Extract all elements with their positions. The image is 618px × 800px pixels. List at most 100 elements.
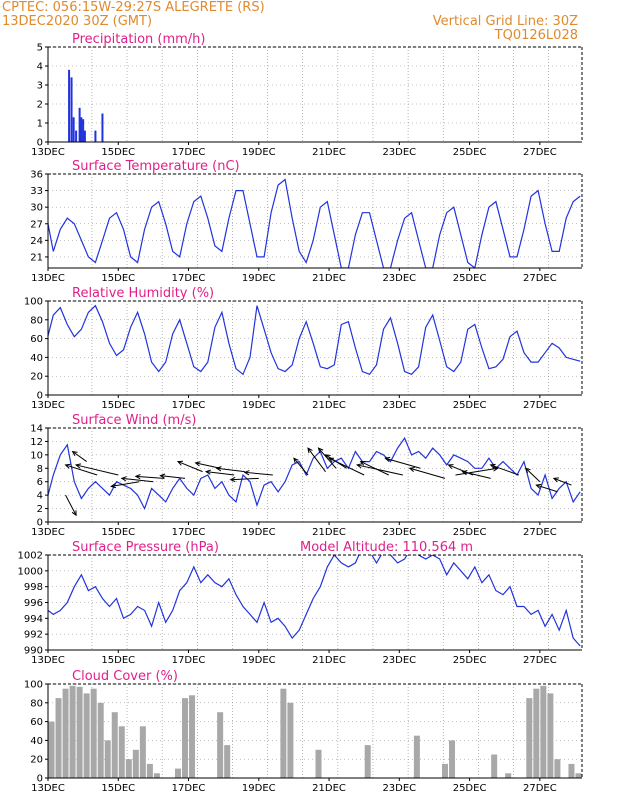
panel-title: Precipitation (mm/h): [72, 32, 205, 47]
x-tick-label: 15DEC: [101, 527, 135, 538]
x-tick-label: 25DEC: [453, 147, 487, 158]
cloud-bar: [568, 763, 575, 778]
wind-arrow-head: [120, 476, 127, 482]
wind-arrow-head: [176, 460, 184, 466]
wind-arrow: [110, 481, 140, 489]
panel-wind: 0 2 4 6 8 10 12 14 13DEC 15DEC 17DEC 19DEC 21DEC 23DE…: [30, 413, 583, 538]
cloud-bar: [364, 745, 371, 778]
x-tick-label: 13DEC: [31, 147, 65, 158]
vertical-grid: [48, 427, 582, 523]
precip-bar: [70, 77, 73, 142]
y-tick-label: 24: [30, 236, 43, 247]
x-tick-label: 21DEC: [312, 400, 346, 411]
x-tick-label: 25DEC: [453, 273, 487, 284]
rh-series-line: [48, 304, 581, 376]
wind-arrow-shaft: [177, 461, 203, 473]
wind-arrow-head: [408, 466, 415, 472]
wind-arrow: [159, 473, 186, 479]
wind-arrow: [194, 461, 221, 469]
wind-arrow-shaft: [160, 475, 186, 479]
wind-arrow-shaft: [360, 461, 389, 476]
wind-arrow-shaft: [462, 471, 491, 479]
x-tick-label: 23DEC: [382, 655, 416, 666]
wind-arrow-head: [64, 463, 71, 469]
wind-arrow: [215, 466, 245, 473]
header: CPTEC: 056:15W-29:27S ALEGRETE (RS) 13DE…: [2, 0, 578, 43]
y-tick-label: 1: [37, 119, 43, 130]
wind-arrow-head: [134, 474, 141, 480]
wind-arrow-head: [535, 483, 542, 489]
cloud-bar: [505, 773, 512, 778]
cloud-bar: [533, 688, 540, 778]
plot-area: [48, 178, 581, 268]
wind-arrow-head: [204, 469, 211, 475]
y-tick-label: 40: [30, 353, 43, 364]
x-tick-label: 21DEC: [312, 655, 346, 666]
x-tick-label: 17DEC: [172, 273, 206, 284]
wind-arrow-head: [359, 461, 366, 466]
cloud-bar: [83, 693, 90, 778]
y-tick-label: 60: [30, 334, 43, 345]
precip-bar: [68, 69, 71, 142]
wind-arrow: [120, 476, 154, 483]
cloud-bar: [491, 754, 498, 778]
cloud-bar: [280, 688, 287, 778]
panel-title: Surface Temperature (nC): [72, 159, 240, 174]
cloud-bar: [575, 773, 582, 778]
x-tick-label: 13DEC: [31, 400, 65, 411]
x-tick-label: 25DEC: [453, 783, 487, 794]
y-tick-label: 2: [37, 100, 43, 111]
y-tick-label: 0: [37, 518, 43, 529]
y-tick-label: 36: [30, 170, 43, 181]
panel-annotation: Model Altitude: 110.564 m: [300, 540, 473, 555]
cloud-bar: [554, 759, 561, 778]
wind-arrow-head: [110, 483, 117, 489]
x-tick-label: 23DEC: [382, 147, 416, 158]
y-tick-label: 0: [37, 774, 43, 785]
wind-arrow-shaft: [244, 471, 273, 476]
plot-area: [48, 555, 581, 647]
cloud-bar: [104, 740, 111, 778]
y-tick-label: 998: [24, 582, 43, 593]
cloud-bar: [97, 702, 104, 778]
y-tick-label: 4: [37, 62, 43, 73]
wind-arrow: [461, 470, 491, 479]
wind-arrow-head: [356, 463, 363, 469]
wind-arrow-shaft: [455, 467, 498, 476]
wind-arrow-head: [447, 464, 454, 469]
y-tick-label: 0: [37, 391, 43, 402]
precip-bar: [101, 113, 104, 142]
wind-arrow: [71, 450, 87, 462]
wind-series-line: [48, 436, 581, 511]
wind-arrow: [293, 457, 309, 476]
vertical-grid: [48, 173, 582, 268]
vertical-grid: [48, 46, 582, 143]
wind-arrow-head: [328, 457, 335, 463]
cloud-bar: [526, 698, 533, 778]
header-station: CPTEC: 056:15W-29:27S ALEGRETE (RS): [2, 0, 265, 15]
panel-rh: 0 20 40 60 80 100 13DEC 15DEC 17DEC 19DEC 21DEC 23D…: [24, 286, 583, 411]
wind-arrow-shaft: [216, 467, 245, 473]
panel-temp: 21 24 27 30 33 36 13DEC 15DEC 17DEC 19DEC 21DEC 23D…: [30, 159, 583, 284]
header-date: 13DEC2020 30Z (GMT): [2, 14, 152, 29]
wind-arrow-shaft: [195, 462, 221, 469]
cloud-bar: [111, 712, 118, 778]
wind-arrow: [328, 457, 365, 476]
cloud-bar: [90, 688, 97, 778]
wind-arrow-shaft: [525, 467, 541, 483]
y-tick-label: 2: [37, 504, 43, 515]
panel-precip: 0 1 2 3 4 5 13DEC 15DEC 17DEC 19DEC 21DEC 23DEC 25DE…: [31, 32, 583, 158]
cloud-bar: [69, 685, 76, 778]
cloud-bar: [174, 768, 181, 778]
y-tick-label: 10: [30, 450, 43, 461]
wind-arrow: [74, 463, 119, 476]
y-tick-label: 990: [24, 646, 43, 657]
plot-area: [48, 685, 582, 778]
temp-series-line: [48, 178, 581, 268]
precip-bar: [83, 130, 86, 142]
y-tick-label: 1002: [18, 551, 43, 562]
wind-arrow-shaft: [307, 447, 326, 472]
panel-title: Cloud Cover (%): [72, 669, 178, 684]
